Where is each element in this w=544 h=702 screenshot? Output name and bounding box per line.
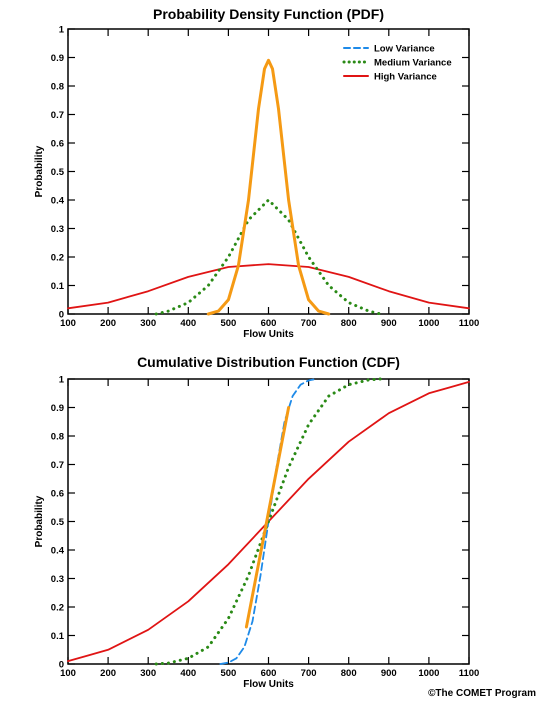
y-tick-label: 0 [59,310,64,321]
y-tick-label: 0.2 [51,253,64,264]
series-line-low-variance [206,58,331,316]
x-tick-label: 900 [381,318,397,329]
series-line-medium-variance [154,377,383,666]
y-tick-label: 0.9 [51,53,64,64]
x-tick-label: 800 [341,668,357,679]
x-tick-label: 300 [140,668,156,679]
x-tick-label: 100 [60,668,76,679]
y-tick-label: 0.6 [51,139,64,150]
chart-title: Probability Density Function (PDF) [153,6,384,22]
pdf-chart: Probability Density Function (PDF) 100 200… [34,6,479,340]
x-tick-label: 1100 [459,668,480,679]
y-tick-label: 0.3 [51,574,64,585]
x-tick-label: 1100 [459,318,480,329]
x-axis-label: Flow Units [243,329,294,340]
y-tick-label: 0.1 [51,281,65,292]
x-tick-label: 600 [261,318,277,329]
y-tick-label: 0.7 [51,460,64,471]
y-tick-label: 0.1 [51,631,65,642]
y-tick-label: 0.4 [51,196,65,207]
y-tick-label: 1 [59,25,65,36]
x-tick-label: 1000 [418,668,439,679]
y-tick-label: 0.7 [51,110,64,121]
y-tick-label: 0 [59,660,64,671]
x-tick-label: 800 [341,318,357,329]
y-tick-label: 0.3 [51,224,64,235]
cdf-chart: Cumulative Distribution Function (CDF)10… [34,354,479,690]
legend-label-high-variance: High Variance [374,72,437,83]
x-tick-label: 400 [180,668,196,679]
y-tick-label: 0.9 [51,403,64,414]
y-tick-label: 0.8 [51,432,64,443]
y-tick-label: 0.2 [51,603,64,614]
y-tick-label: 0.6 [51,489,64,500]
x-axis-label: Flow Units [243,679,294,690]
x-tick-label: 300 [140,318,156,329]
y-axis-label: Probability [34,495,45,547]
x-tick-label: 1000 [418,318,439,329]
x-tick-label: 500 [220,318,236,329]
chart-title: Cumulative Distribution Function (CDF) [137,354,400,370]
y-tick-label: 0.5 [51,517,65,528]
legend-label-low-variance: Low Variance [374,44,435,55]
y-tick-label: 0.5 [51,167,65,178]
y-tick-label: 0.4 [51,546,65,557]
copyright-credit: ©The COMET Program [428,688,536,699]
x-tick-label: 700 [301,668,317,679]
legend-label-medium-variance: Medium Variance [374,58,452,69]
x-tick-label: 600 [261,668,277,679]
x-tick-label: 200 [100,318,116,329]
x-tick-label: 200 [100,668,116,679]
y-tick-label: 0.8 [51,82,64,93]
series-line-medium-variance [154,198,383,316]
x-tick-label: 400 [180,318,196,329]
y-axis-label: Probability [34,145,45,197]
series-line-low-variance [244,406,291,629]
x-tick-label: 100 [60,318,76,329]
x-tick-label: 900 [381,668,397,679]
series-line-high-variance [67,263,470,310]
x-tick-label: 700 [301,318,317,329]
x-tick-label: 500 [220,668,236,679]
y-tick-label: 1 [59,375,65,386]
legend: Low Variance Medium Variance High Variance [342,44,452,83]
